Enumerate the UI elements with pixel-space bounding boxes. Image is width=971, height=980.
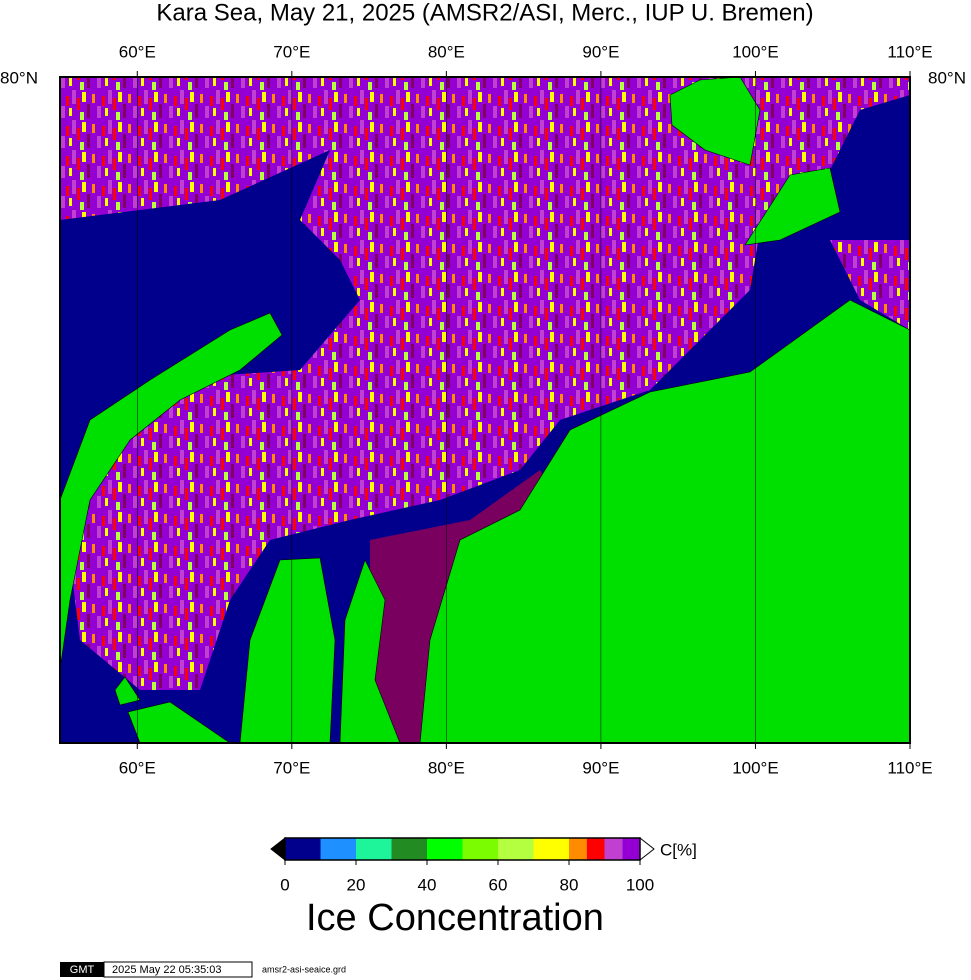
colorbar-tick-label: 0	[280, 875, 289, 894]
colorbar-bin	[427, 838, 463, 860]
lon-label: 100°E	[732, 758, 779, 777]
colorbar-tick-label: 40	[418, 875, 437, 894]
lon-label: 100°E	[732, 42, 779, 61]
colorbar-bin	[533, 838, 569, 860]
footer: GMT 2025 May 22 05:35:03 amsr2-asi-seaic…	[60, 961, 346, 978]
sea-ice	[830, 240, 910, 330]
colorbar-tick-label: 20	[347, 875, 366, 894]
lon-label: 60°E	[119, 758, 156, 777]
lon-label: 80°E	[428, 42, 465, 61]
land	[59, 312, 283, 671]
colorbar-bin	[569, 838, 587, 860]
map-title: Kara Sea, May 21, 2025 (AMSR2/ASI, Merc.…	[156, 0, 813, 26]
colorbar-unit: C[%]	[660, 840, 697, 859]
colorbar-bin	[285, 838, 321, 860]
colorbar-bin	[356, 838, 392, 860]
timestamp-box	[103, 961, 253, 978]
lon-label: 90°E	[582, 42, 619, 61]
lon-label: 80°E	[428, 758, 465, 777]
under-triangle	[270, 836, 286, 862]
logo: GMT	[70, 964, 95, 976]
colorbar-bin	[604, 838, 623, 860]
lat-label: 80°N	[928, 68, 966, 87]
colorbar-bin	[622, 838, 640, 860]
land	[114, 676, 141, 706]
colorbar-title: Ice Concentration	[306, 897, 604, 939]
land	[744, 167, 841, 246]
colorbar: 0 20 40 60 80 100 C[%]	[270, 836, 697, 894]
over-triangle	[639, 836, 655, 862]
lon-label: 110°E	[887, 42, 932, 61]
sea-ice	[60, 77, 910, 690]
logo-box	[60, 962, 104, 977]
colorbar-tick-label: 80	[560, 875, 579, 894]
map-frame	[59, 76, 911, 744]
file-name: amsr2-asi-seaice.grd	[262, 964, 346, 974]
colorbar-tick-label: 100	[626, 875, 654, 894]
lon-label: 70°E	[273, 42, 310, 61]
colorbar-bin	[586, 838, 605, 860]
lon-label: 90°E	[582, 758, 619, 777]
lon-label: 110°E	[887, 758, 932, 777]
timestamp: 2025 May 22 05:35:03	[112, 964, 221, 976]
map-area	[59, 76, 911, 744]
land	[669, 76, 761, 166]
colorbar-frame	[284, 837, 641, 861]
lat-label: 80°N	[0, 68, 38, 87]
colorbar-tick-label: 60	[489, 875, 508, 894]
lon-label: 60°E	[119, 42, 156, 61]
colorbar-bin	[498, 838, 534, 860]
colorbar-bin	[462, 838, 498, 860]
colorbar-bin	[391, 838, 427, 860]
colorbar-bin	[320, 838, 356, 860]
lon-label: 70°E	[273, 758, 310, 777]
